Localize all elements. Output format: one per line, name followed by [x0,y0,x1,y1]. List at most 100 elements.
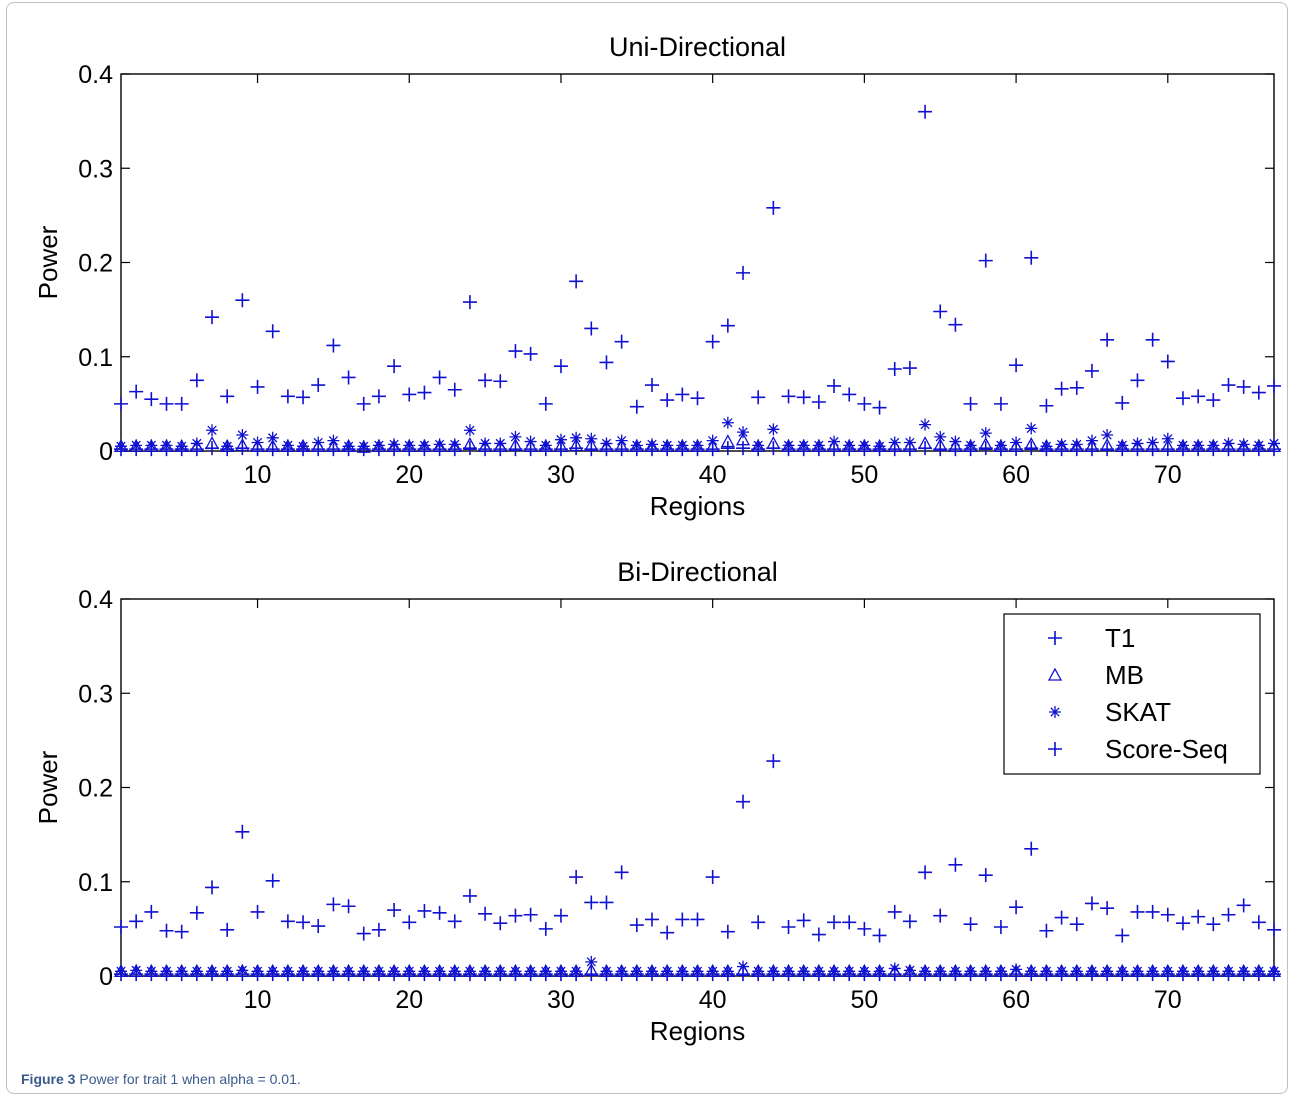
data-point-star-marker-path [327,434,340,447]
x-tick-label: 40 [699,461,727,489]
data-point-plus-marker [1267,442,1281,457]
data-point-plus-marker-path [872,400,887,415]
data-point-plus-marker [553,967,568,982]
data-point-plus-marker-path [235,441,250,456]
data-point-plus-marker-path [690,967,705,982]
data-point-plus-marker [948,857,963,872]
data-point-plus-marker-path [720,441,735,456]
data-point-plus-marker-path [1054,381,1069,396]
data-point-plus-marker-path [781,389,796,404]
data-point-plus-marker [250,442,265,457]
data-point-plus-marker-path [387,967,402,982]
data-point-plus-marker [235,441,250,456]
data-point-plus-marker [933,967,948,982]
data-point-plus-marker-path [1084,896,1099,911]
data-point-plus-marker-path [614,967,629,982]
data-point-star-marker-path [206,424,219,437]
y-tick-label: 0 [99,438,113,466]
legend-label: SKAT [1105,697,1171,727]
data-point-plus-marker-path [872,442,887,457]
y-tick-label: 0.4 [78,586,113,614]
data-point-plus-marker [311,967,326,982]
data-point-plus-marker [811,442,826,457]
data-point-plus-marker [736,265,751,280]
data-point-plus-marker [690,912,705,927]
legend-plus-marker-path [1048,742,1062,756]
data-point-plus-marker [553,908,568,923]
data-point-plus-marker [1221,442,1236,457]
data-point-plus-marker [205,967,220,982]
data-point-plus-marker-path [978,441,993,456]
data-point-plus-marker-path [402,915,417,930]
data-point-plus-marker [417,903,432,918]
data-point-plus-marker [129,967,144,982]
data-point-plus-marker [1039,967,1054,982]
data-point-plus-marker [629,967,644,982]
data-point-plus-marker [1130,967,1145,982]
data-point-plus-marker [478,442,493,457]
data-point-star-marker-path [721,416,734,429]
data-point-plus-marker-path [417,442,432,457]
data-point-plus-marker-path [1221,907,1236,922]
data-point-plus-marker-path [523,442,538,457]
data-point-plus-marker-path [1084,442,1099,457]
legend-label: T1 [1105,623,1135,653]
series-1 [114,754,1281,943]
data-point-plus-marker [902,361,917,376]
data-point-plus-marker [827,442,842,457]
data-point-plus-marker [296,390,311,405]
data-point-plus-marker-path [296,390,311,405]
series-4 [114,967,1281,982]
data-point-star-marker [919,418,932,431]
data-point-plus-marker [569,441,584,456]
data-point-plus-marker [599,355,614,370]
data-point-plus-marker-path [1039,923,1054,938]
data-point-plus-marker [705,442,720,457]
data-point-plus-marker-path [205,441,220,456]
data-point-plus-marker-path [1221,442,1236,457]
data-point-plus-marker-path [1115,442,1130,457]
data-point-plus-marker-path [189,905,204,920]
data-point-plus-marker-path [1100,442,1115,457]
data-point-plus-marker-path [144,904,159,919]
data-point-star-marker-path [509,430,522,443]
data-point-plus-marker [842,915,857,930]
data-point-plus-marker-path [978,967,993,982]
data-point-plus-marker-path [1145,967,1160,982]
data-point-plus-marker [371,389,386,404]
data-point-plus-marker-path [720,924,735,939]
data-point-plus-marker-path [857,921,872,936]
data-point-plus-marker [220,442,235,457]
data-point-plus-marker [114,442,128,457]
data-point-plus-marker-path [1191,389,1206,404]
data-point-plus-marker-path [417,967,432,982]
data-point-plus-marker-path [1100,967,1115,982]
data-point-plus-marker [872,967,887,982]
data-point-plus-marker [796,390,811,405]
data-point-plus-marker [1145,967,1160,982]
data-point-plus-marker [963,396,978,411]
data-point-plus-marker-path [993,442,1008,457]
data-point-plus-marker [1100,442,1115,457]
data-point-plus-marker-path [569,441,584,456]
data-point-star-marker-path [737,426,750,439]
data-point-plus-marker [1251,967,1266,982]
data-point-plus-marker-path [1039,398,1054,413]
data-point-plus-marker-path [1115,967,1130,982]
data-point-plus-marker [781,967,796,982]
data-point-star-marker [767,423,780,436]
data-point-plus-marker [523,907,538,922]
data-point-plus-marker [174,396,189,411]
data-point-plus-marker-path [1069,967,1084,982]
data-point-plus-marker-path [1221,967,1236,982]
data-point-plus-marker-path [341,899,356,914]
data-point-star-marker [509,430,522,443]
data-point-plus-marker-path [1267,922,1281,937]
data-point-star-marker-path [979,427,992,440]
y-tick-label: 0.3 [78,155,113,183]
data-point-plus-marker [296,915,311,930]
data-point-plus-marker [736,967,751,982]
data-point-plus-marker [174,924,189,939]
data-point-plus-marker [1024,841,1039,856]
data-point-plus-marker-path [250,967,265,982]
